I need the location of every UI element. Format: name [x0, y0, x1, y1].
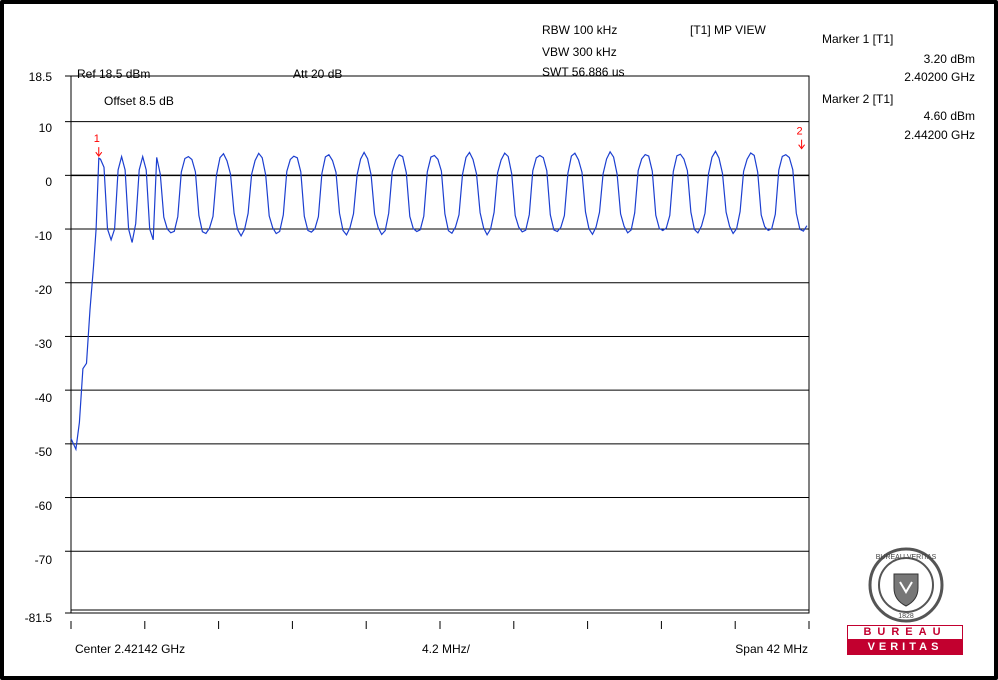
y-tick-label: 18.5	[28, 70, 52, 84]
y-tick-label: -70	[34, 553, 52, 567]
marker-2-title: Marker 2 [T1]	[822, 92, 894, 106]
vbw-label: VBW 300 kHz	[542, 45, 617, 59]
bureau-veritas-logo: BUREAU VERITAS	[847, 625, 963, 655]
marker-number: 1	[94, 133, 100, 145]
y-tick-label: -20	[34, 283, 52, 297]
marker-arrow	[95, 151, 103, 157]
y-tick-label: -50	[34, 445, 52, 459]
y-tick-label: 0	[45, 175, 52, 189]
marker-2-frequency: 2.44200 GHz	[904, 128, 975, 142]
ref-level-label: Ref 18.5 dBm	[77, 67, 151, 81]
seal-year-text: 1828	[898, 613, 914, 620]
spectrum-trace	[70, 150, 808, 452]
seal-ring-text: BUREAU VERITAS	[876, 554, 937, 561]
y-tick-label: -60	[34, 499, 52, 513]
view-mode-label: [T1] MP VIEW	[690, 23, 766, 37]
marker-1: 1	[94, 133, 103, 157]
center-frequency-label: Center 2.42142 GHz	[75, 642, 186, 656]
marker-arrow	[798, 144, 806, 150]
logo-top-word: BUREAU	[847, 625, 963, 640]
marker-1-frequency: 2.40200 GHz	[904, 70, 975, 84]
y-tick-label: -10	[34, 229, 52, 243]
offset-label: Offset 8.5 dB	[104, 94, 174, 108]
division-label: 4.2 MHz/	[422, 642, 471, 656]
plot-grid	[65, 75, 810, 614]
rbw-label: RBW 100 kHz	[542, 23, 618, 37]
y-tick-label: 10	[38, 121, 52, 135]
bureau-veritas-seal-icon: BUREAU VERITAS 1828	[868, 547, 944, 623]
y-tick-label: -81.5	[24, 611, 52, 625]
y-tick-label: -40	[34, 391, 52, 405]
span-label: Span 42 MHz	[735, 642, 808, 656]
axis-ticks	[70, 621, 810, 629]
marker-2-level: 4.60 dBm	[923, 109, 975, 123]
y-tick-label: -30	[34, 337, 52, 351]
logo-bottom-word: VERITAS	[847, 640, 963, 655]
marker-layer: 12	[94, 126, 806, 157]
plot-border	[70, 75, 810, 614]
attenuation-label: Att 20 dB	[293, 67, 343, 81]
marker-number: 2	[797, 126, 803, 138]
marker-2: 2	[797, 126, 806, 150]
marker-1-level: 3.20 dBm	[923, 52, 975, 66]
spectrum-plot: 12	[65, 75, 810, 629]
marker-1-title: Marker 1 [T1]	[822, 32, 894, 46]
